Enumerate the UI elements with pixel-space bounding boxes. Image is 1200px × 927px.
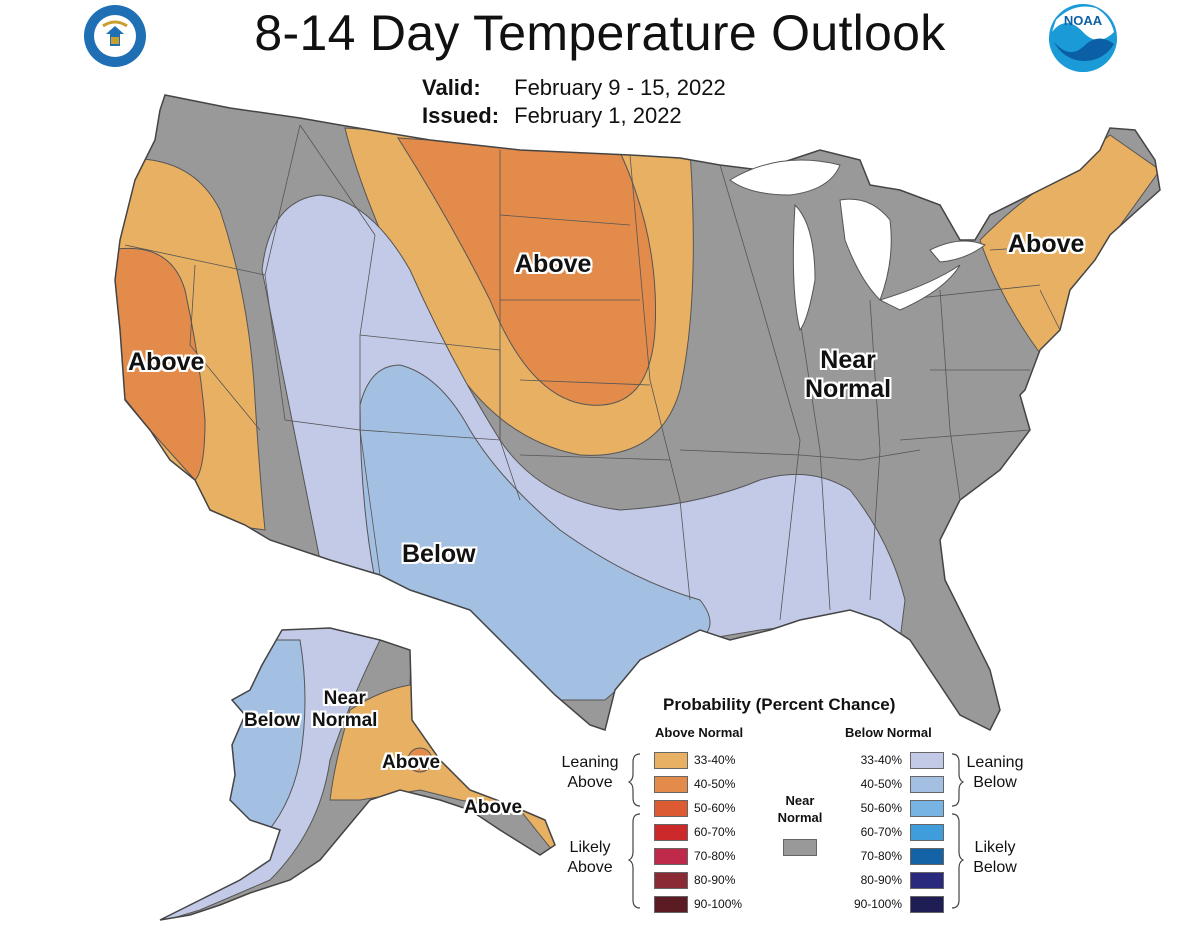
alaska-above-40-50 [407, 747, 433, 773]
alaska-regions [160, 628, 555, 920]
likely-below-label: Likely Below [955, 838, 1035, 878]
issued-label: Issued: [422, 103, 500, 128]
legend-above-item-label: 80-90% [694, 873, 736, 887]
valid-line: Valid: February 9 - 15, 2022 [422, 74, 726, 102]
valid-label: Valid: [422, 75, 481, 100]
legend-above-item-label: 90-100% [694, 897, 743, 911]
map-title: 8-14 Day Temperature Outlook [254, 5, 946, 61]
leaning-above-line2: Above [567, 774, 613, 791]
legend-below-item-label: 70-80% [860, 849, 902, 863]
legend-above-item-swatch [654, 848, 688, 865]
noaa-logo-text: NOAA [1064, 13, 1103, 28]
legend-below-item-swatch [910, 848, 944, 865]
label-northeast-above: Above [1008, 230, 1085, 258]
legend-above-item-swatch [654, 872, 688, 889]
legend-below-item-label: 40-50% [860, 777, 902, 791]
issued-value: February 1, 2022 [514, 103, 682, 128]
legend: Probability (Percent Chance) Above Norma… [540, 688, 1023, 920]
legend-below-header: Below Normal [845, 725, 932, 740]
label-alaska-southeast-above: Above [464, 797, 523, 818]
near-normal-swatch [783, 839, 817, 856]
legend-below-item-label: 33-40% [860, 753, 902, 767]
legend-above-item-swatch [654, 752, 688, 769]
near-normal-legend-line1: Near [785, 793, 815, 808]
label-plains-above: Above [515, 250, 592, 278]
legend-above-item-swatch [654, 896, 688, 913]
legend-below-item-label: 90-100% [853, 897, 902, 911]
valid-value: February 9 - 15, 2022 [514, 75, 726, 100]
legend-above-item-label: 50-60% [694, 801, 736, 815]
issued-line: Issued: February 1, 2022 [422, 102, 726, 130]
legend-above-header: Above Normal [655, 725, 744, 740]
alaska-outline [159, 627, 556, 921]
leaning-above-label: Leaning Above [550, 753, 630, 793]
plains-above-40-50 [397, 137, 657, 406]
alaska-near-line1: Near [323, 688, 366, 709]
legend-below-item-swatch [910, 896, 944, 913]
noaa-logo: NOAA [1049, 4, 1117, 72]
southwest-below-40-50 [359, 364, 711, 701]
label-alaska-near-normal: Near Normal [312, 688, 377, 732]
legend-below-item-swatch [910, 872, 944, 889]
legend-above-item-label: 40-50% [694, 777, 736, 791]
legend-below-item-label: 60-70% [860, 825, 902, 839]
alaska-near-line2: Normal [312, 710, 378, 731]
near-normal-line2: Normal [805, 375, 892, 403]
near-normal-legend-line2: Normal [777, 810, 823, 825]
legend-below-item-swatch [910, 800, 944, 817]
legend-title: Probability (Percent Chance) [663, 695, 896, 714]
conus-outline [114, 94, 1161, 732]
legend-above-item-swatch [654, 824, 688, 841]
leaning-below-line2: Below [973, 774, 1017, 791]
likely-above-line1: Likely [569, 839, 611, 856]
legend-above-item-swatch [654, 800, 688, 817]
legend-above-item-label: 60-70% [694, 825, 736, 839]
near-normal-legend-label: Near Normal [765, 792, 835, 826]
label-alaska-above: Above [382, 752, 441, 773]
legend-below-item-swatch [910, 752, 944, 769]
date-block: Valid: February 9 - 15, 2022 Issued: Feb… [422, 74, 726, 130]
west-coast-above-40-50 [115, 247, 206, 481]
legend-above-item-swatch [654, 776, 688, 793]
commerce-seal-logo [84, 5, 146, 67]
leaning-above-line1: Leaning [561, 754, 619, 771]
legend-above-item-label: 70-80% [694, 849, 736, 863]
label-west-coast-above: Above [128, 348, 205, 376]
legend-left-braces [628, 753, 641, 909]
leaning-below-line1: Leaning [966, 754, 1024, 771]
likely-below-line1: Likely [974, 839, 1016, 856]
label-near-normal: Near Normal [805, 346, 891, 404]
legend-above-item-label: 33-40% [694, 753, 736, 767]
legend-right-braces [951, 753, 964, 909]
likely-above-label: Likely Above [550, 838, 630, 878]
label-southwest-below: Below [402, 540, 476, 568]
likely-below-line2: Below [973, 859, 1017, 876]
legend-below-item-label: 80-90% [860, 873, 902, 887]
label-alaska-below: Below [244, 710, 300, 731]
legend-below-item-swatch [910, 824, 944, 841]
state-boundaries [124, 124, 1071, 621]
conus-regions [115, 95, 1160, 730]
legend-below-item-swatch [910, 776, 944, 793]
great-lakes [729, 159, 987, 332]
likely-above-line2: Above [567, 859, 613, 876]
leaning-below-label: Leaning Below [955, 753, 1035, 793]
legend-below-item-label: 50-60% [860, 801, 902, 815]
near-normal-line1: Near [820, 346, 876, 374]
